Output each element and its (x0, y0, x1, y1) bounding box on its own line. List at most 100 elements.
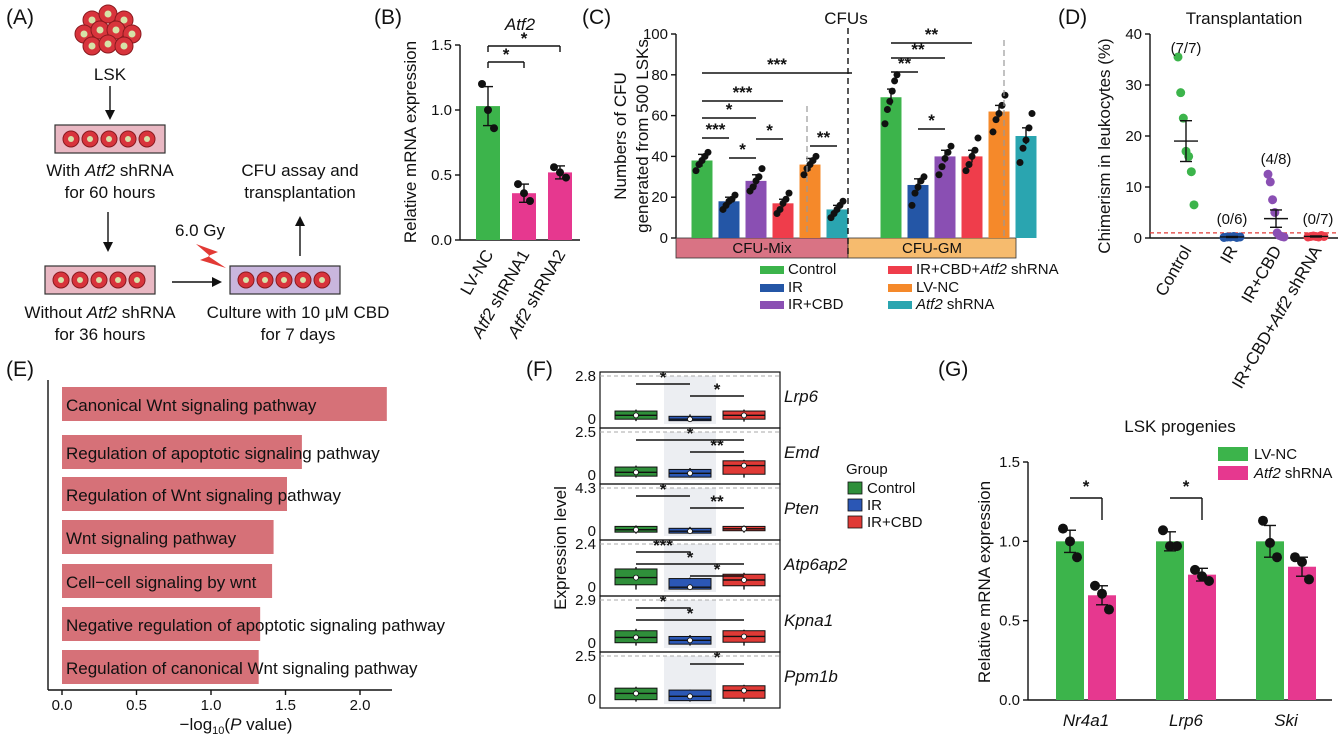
ymax-label: 4.3 (575, 480, 596, 497)
significance-label: *** (733, 83, 753, 102)
data-point (1097, 588, 1107, 599)
y-tick-label: 10 (1125, 179, 1142, 196)
data-point (962, 167, 970, 175)
mean-point (633, 690, 639, 697)
legend-text: Control (788, 261, 836, 278)
legend-swatch (847, 515, 863, 529)
data-point (550, 163, 558, 172)
bar (62, 477, 287, 511)
bar (1156, 541, 1184, 700)
y-tick-label: 60 (651, 108, 668, 125)
significance-label: * (726, 100, 733, 119)
lsk-label: LSK (94, 65, 127, 84)
mean-point (741, 687, 747, 694)
data-point (891, 77, 899, 85)
legend-label: IR+CBD (867, 514, 923, 531)
legend-swatch (888, 284, 912, 292)
y-tick-label: 40 (1125, 26, 1142, 43)
legend-swatch (1218, 466, 1248, 480)
dish-cell-nucleus (106, 136, 112, 142)
significance-label: * (1083, 477, 1090, 496)
data-point (1190, 564, 1200, 575)
significance-label: ** (925, 25, 939, 44)
data-point (556, 168, 564, 177)
pathway-label: Regulation of Wnt signaling pathway (66, 486, 341, 505)
bar (1056, 541, 1084, 700)
data-point (776, 205, 784, 213)
legend-text: IR (788, 279, 803, 296)
arrow-head (295, 216, 305, 226)
y-tick-label: 80 (651, 67, 668, 84)
significance-label: * (714, 648, 721, 667)
bar (1015, 136, 1037, 238)
significance-label: * (660, 368, 667, 387)
dish-cell-nucleus (243, 277, 249, 283)
xlabel-italic: P (230, 715, 242, 734)
step1-line1: With Atf2 shRNA (46, 161, 174, 180)
ymax-label: 2.5 (575, 648, 596, 665)
bar (880, 97, 902, 239)
x-tick-label: Lrp6 (1169, 711, 1204, 730)
x-tick-label: Nr4a1 (1063, 711, 1109, 730)
xlabel-part: −log (180, 715, 213, 734)
bar (799, 164, 821, 238)
xlabel-part: value) (241, 715, 292, 734)
y-axis-label: Chimerism in leukocytes (%) (1095, 38, 1114, 253)
y-tick-label: 1.0 (431, 102, 452, 119)
significance-label: * (1183, 477, 1190, 496)
y-axis-label: Relative mRNA expression (975, 481, 994, 683)
significance-label: * (660, 592, 667, 611)
significance-label: * (687, 604, 694, 623)
bar (1256, 541, 1284, 700)
legend-label: LV-NC (916, 279, 959, 296)
chart-e-pathways: 0.0 0.5 1.0 1.5 2.0 Canonical Wnt signaling p… (47, 380, 445, 737)
dish-cell-nucleus (96, 277, 102, 283)
legend-swatch (888, 266, 912, 274)
significance-label: *** (767, 55, 787, 74)
data-point (920, 173, 928, 181)
gene-label: Atp6ap2 (783, 555, 848, 574)
data-point (974, 134, 982, 142)
y-tick-label: 40 (651, 148, 668, 165)
x-tick-text: IR+CBD+ (1228, 319, 1281, 392)
mean-point (741, 633, 747, 640)
data-point (1001, 91, 1009, 99)
step2-line1: Without Atf2 shRNA (24, 303, 176, 322)
mean-point (741, 462, 747, 469)
data-point (490, 124, 498, 133)
panel-label-a: (A) (6, 6, 34, 29)
bar (548, 172, 572, 240)
data-point (1072, 552, 1082, 563)
bar (745, 180, 767, 238)
mean-point (633, 412, 639, 419)
data-point (782, 195, 790, 203)
legend-swatch (888, 301, 912, 309)
lsk-cell-nucleus (104, 10, 112, 18)
data-point (911, 189, 919, 197)
bar (62, 564, 273, 598)
dish-cell-nucleus (144, 136, 150, 142)
data-point (1265, 537, 1275, 548)
mean-point (741, 525, 747, 532)
data-point (883, 105, 891, 113)
data-point (520, 189, 528, 198)
legend-text: shRNA (1007, 261, 1059, 278)
legend-italic: Atf2 (979, 261, 1007, 278)
dish-cell-nucleus (125, 136, 131, 142)
data-point (1019, 144, 1027, 152)
data-point (704, 148, 712, 156)
y-tick-label: 0.5 (999, 613, 1020, 630)
y-tick-label: 1.5 (999, 454, 1020, 471)
panel-label-d: (D) (1058, 6, 1087, 29)
data-point (785, 189, 793, 197)
chart-c-title: CFUs (824, 9, 867, 28)
chart-d-title: Transplantation (1186, 9, 1303, 28)
legend-text: shRNA (943, 296, 995, 313)
chart-b-title: Atf2 (504, 15, 536, 34)
group-label: CFU-GM (902, 240, 962, 257)
legend-italic: Atf2 (1253, 465, 1281, 482)
ymax-label: 2.8 (575, 368, 596, 385)
significance-label: ** (817, 128, 831, 147)
chart-c-cfus: CFUs 0 20 40 60 80 100 Numbers of CFU generated … (611, 9, 1059, 313)
data-point (1176, 88, 1186, 98)
